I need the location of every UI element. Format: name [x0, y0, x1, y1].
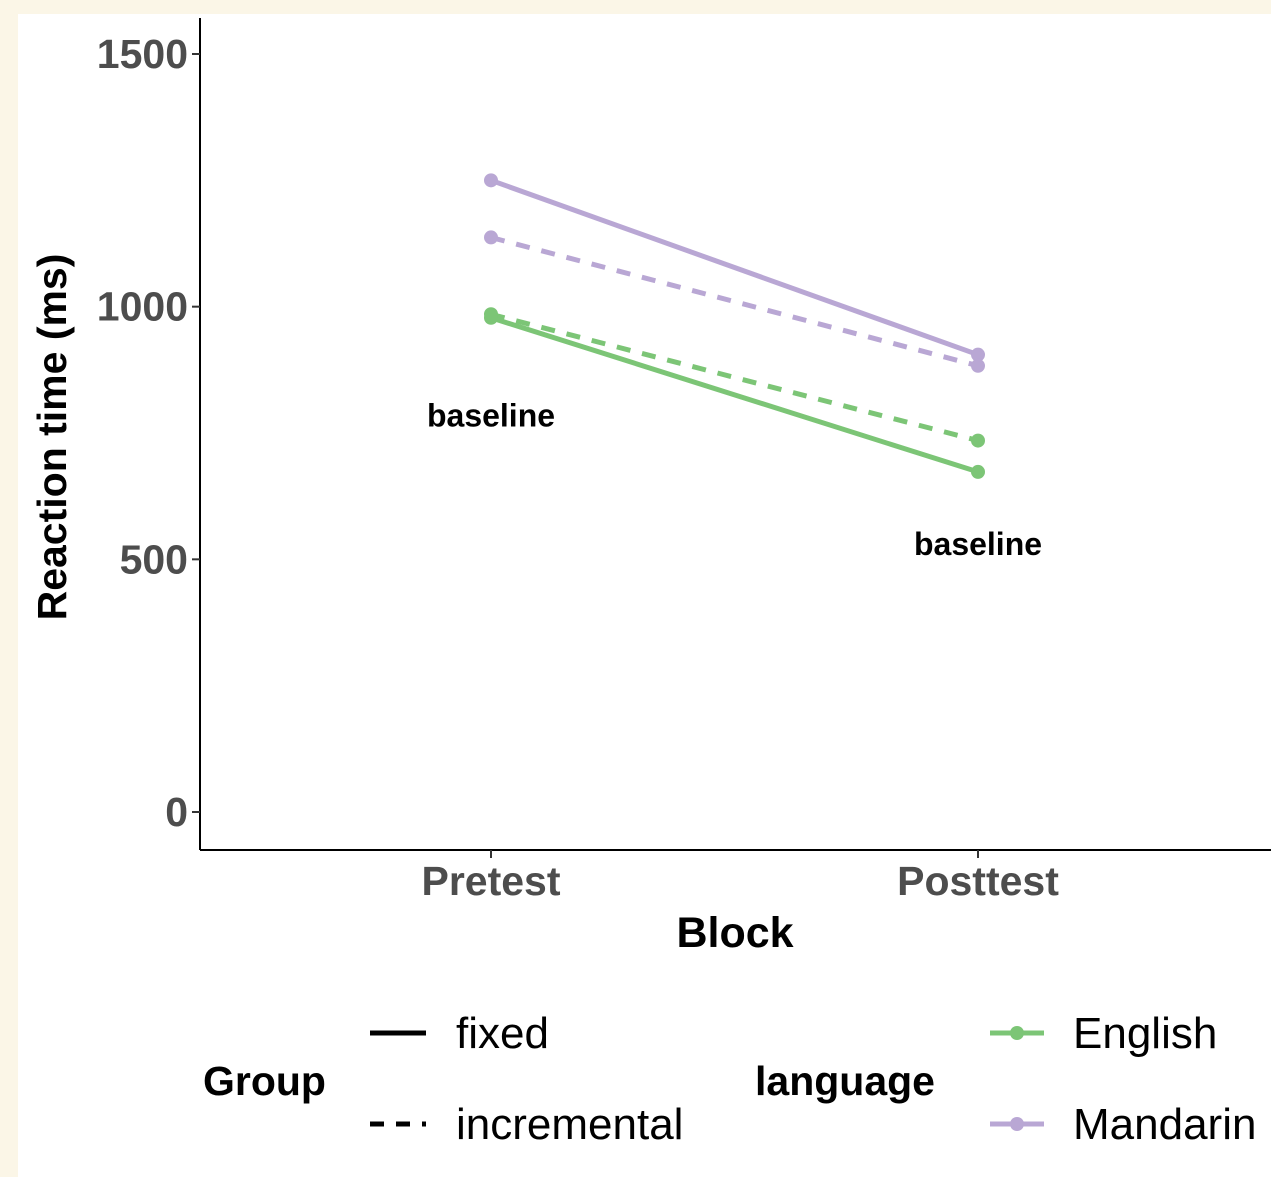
x-axis-title: Block: [676, 909, 793, 957]
data-point-english-incremental: [484, 307, 498, 322]
x-tick-label: Posttest: [897, 858, 1059, 904]
series-points: [484, 173, 985, 479]
series-line-english-fixed: [490, 315, 979, 475]
y-tick-label: 1500: [97, 31, 188, 77]
legend-label-fixed: fixed: [456, 1009, 549, 1058]
data-point-mandarin-incremental: [971, 358, 985, 373]
y-tick-label: 500: [120, 536, 188, 582]
legend-label-mandarin: Mandarin: [1073, 1100, 1256, 1149]
series-line-mandarin-incremental: [490, 235, 979, 369]
line-chart: 0 500 1000 1500 Pretest Posttest Block Reaction…: [29, 18, 1271, 1149]
y-tick-label: 1000: [97, 284, 188, 330]
data-point-mandarin-incremental: [484, 230, 498, 245]
legend-label-incremental: incremental: [456, 1100, 683, 1149]
data-point-mandarin-fixed: [484, 173, 498, 188]
data-point-mandarin-fixed: [971, 347, 985, 362]
legend-label-english: English: [1073, 1009, 1217, 1058]
y-axis-title: Reaction time (ms): [29, 254, 75, 621]
legend-title-language: language: [755, 1058, 935, 1104]
legend-title-group: Group: [203, 1058, 326, 1104]
series-lines: [490, 177, 979, 475]
annotations: baseline baseline: [427, 397, 1042, 562]
baseline-annotation: baseline: [427, 397, 555, 433]
data-point-english-incremental: [971, 433, 985, 448]
series-line-english-incremental: [490, 311, 979, 443]
legend-key-point-mandarin: [1010, 1117, 1024, 1131]
data-point-english-fixed: [971, 464, 985, 479]
baseline-annotation: baseline: [914, 526, 1042, 562]
x-tick-label: Pretest: [421, 858, 560, 904]
legend-key-point-english: [1010, 1026, 1024, 1040]
legend: Group fixed incremental language English Mand…: [203, 1009, 1256, 1149]
chart-frame: 0 500 1000 1500 Pretest Posttest Block Reaction…: [18, 14, 1271, 1177]
axes: 0 500 1000 1500 Pretest Posttest Block Reaction…: [29, 18, 1271, 957]
y-tick-label: 0: [165, 789, 188, 835]
series-line-mandarin-fixed: [490, 177, 979, 358]
